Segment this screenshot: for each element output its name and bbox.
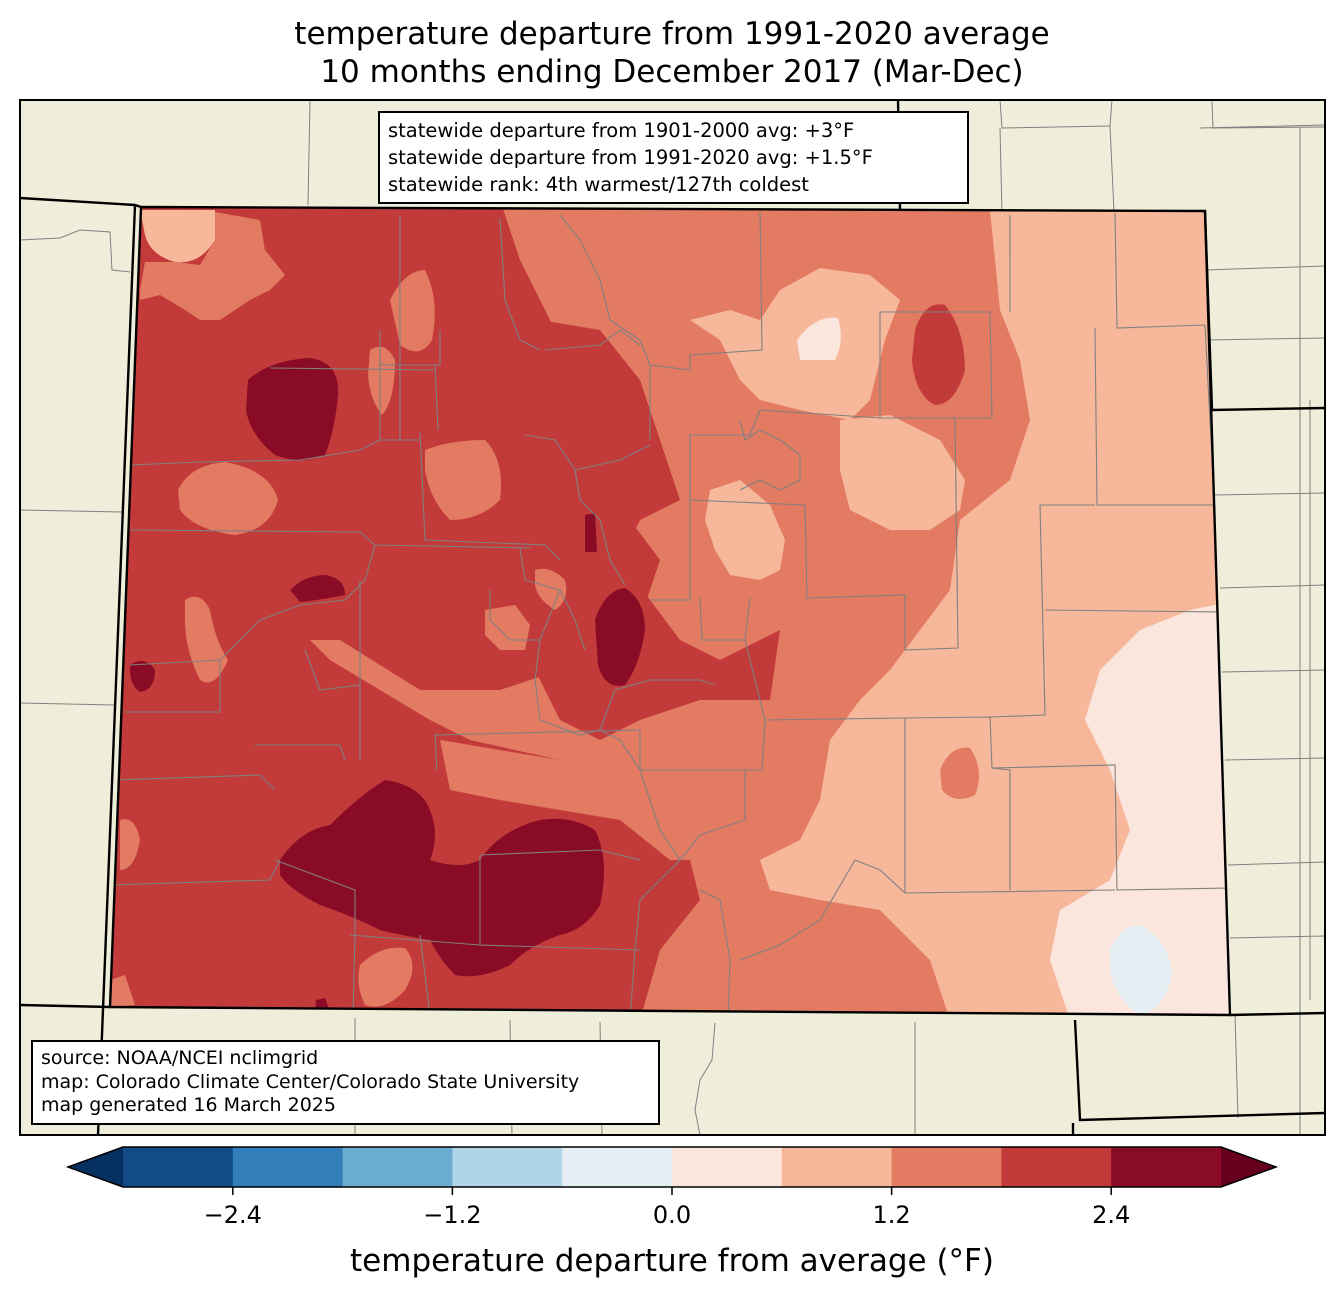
colorbar-tick-label: 2.4 (1092, 1201, 1131, 1229)
map-title-line1: temperature departure from 1991-2020 ave… (294, 16, 1050, 52)
temperature-departure-field (110, 207, 1230, 1015)
colorbar-bin (891, 1147, 1002, 1187)
colorbar (65, 1146, 1279, 1195)
map-title-line2: 10 months ending December 2017 (Mar-Dec) (320, 54, 1024, 90)
neighbor-county-lines (20, 100, 1325, 1135)
colorbar-bin (452, 1147, 563, 1187)
colorbar-bin (232, 1147, 344, 1187)
neighbor-state-borders (20, 100, 1325, 1135)
colorbar-under-arrow (68, 1147, 123, 1187)
source-line: source: NOAA/NCEI nclimgrid (41, 1047, 319, 1069)
colorbar-tick-label: 1.2 (872, 1201, 911, 1229)
colorbar-tick-label: −2.4 (203, 1201, 262, 1229)
colorbar-tick-label: −1.2 (423, 1201, 482, 1229)
stats-line-1991-2020: statewide departure from 1991-2020 avg: … (388, 146, 873, 169)
colorbar-tick-label: 0.0 (652, 1201, 692, 1229)
source-box: source: NOAA/NCEI nclimgrid map: Colorad… (31, 1040, 660, 1125)
stats-line-1901-2000: statewide departure from 1901-2000 avg: … (388, 119, 855, 142)
colorbar-over-arrow (1221, 1147, 1276, 1187)
colorbar-bin (781, 1147, 893, 1187)
map-credit-line: map: Colorado Climate Center/Colorado St… (41, 1070, 580, 1093)
statewide-stats-box: statewide departure from 1901-2000 avg: … (378, 111, 969, 204)
colorbar-bin (1111, 1147, 1222, 1187)
colorbar-bin (123, 1147, 234, 1187)
colorbar-bin (672, 1147, 783, 1187)
colorado-county-lines (110, 211, 1230, 1015)
colorbar-bin (342, 1147, 453, 1187)
colorbar-outline (65, 1146, 1279, 1188)
colorbar-bin (562, 1147, 673, 1187)
map-generated-line: map generated 16 March 2025 (41, 1094, 336, 1116)
map-frame-border (19, 99, 1326, 1136)
colorbar-bin (1001, 1147, 1112, 1187)
stats-line-rank: statewide rank: 4th warmest/127th coldes… (388, 173, 809, 196)
colorbar-label: temperature departure from average (°F) (350, 1243, 994, 1279)
